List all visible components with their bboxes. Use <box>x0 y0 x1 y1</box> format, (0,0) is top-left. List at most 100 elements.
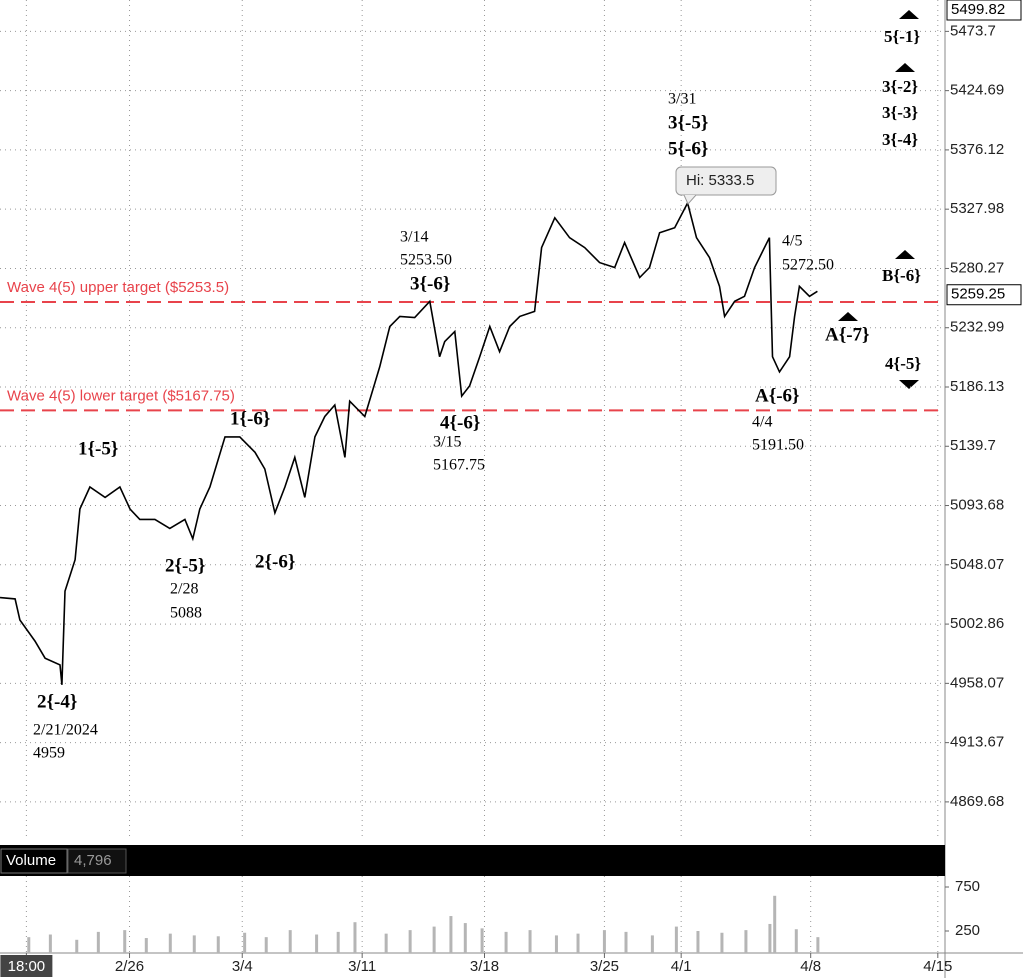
y-tick-label: 5424.69 <box>950 82 1004 99</box>
x-tick-label: 3/18 <box>470 958 499 975</box>
price-marker-box <box>946 284 1022 306</box>
wave-annotation: 3/14 <box>400 229 428 246</box>
volume-bar <box>384 933 388 953</box>
volume-bar <box>463 923 467 953</box>
volume-bar <box>449 916 453 953</box>
y-tick-label: 5048.07 <box>950 556 1004 573</box>
volume-bar <box>168 933 172 953</box>
volume-bar <box>480 928 484 953</box>
volume-bar <box>674 926 678 953</box>
wave-annotation: 3{-6} <box>410 273 450 294</box>
wave-annotation: 5253.50 <box>400 252 452 269</box>
volume-bar <box>744 930 748 953</box>
wave-annotation: 3/31 <box>668 91 696 108</box>
x-tick-label: 3/11 <box>348 958 376 975</box>
y-tick-label: 4958.07 <box>950 674 1004 691</box>
wave-annotation: 3{-5} <box>668 112 708 133</box>
volume-bar <box>554 935 558 953</box>
volume-bar <box>315 934 319 953</box>
volume-bar <box>288 930 292 953</box>
wave-annotation: 2/28 <box>170 581 198 598</box>
wave-annotation: 5088 <box>170 605 202 622</box>
y-tick-label: 5002.86 <box>950 615 1004 632</box>
volume-title: Volume <box>6 852 56 869</box>
volume-bar <box>528 930 532 953</box>
volume-bar <box>768 923 772 953</box>
x-tick-label: 3/25 <box>590 958 619 975</box>
wave-annotation: 4959 <box>33 745 65 762</box>
volume-bar <box>720 932 724 953</box>
volume-bar <box>650 935 654 953</box>
wave-annotation: 5{-6} <box>668 138 708 159</box>
y-tick-label: 5139.7 <box>950 437 996 454</box>
price-marker-box <box>946 0 1022 21</box>
wave-annotation: 2{-6} <box>255 551 295 572</box>
wave-annotation: 3{-2} <box>882 77 918 96</box>
volume-bar <box>408 930 412 953</box>
y-tick-label: 5327.98 <box>950 200 1004 217</box>
volume-bar <box>504 931 508 953</box>
wave-annotation: 3{-3} <box>882 103 918 122</box>
wave-annotation: A{-7} <box>825 324 870 345</box>
x-tick-label: 4/8 <box>800 958 821 975</box>
volume-bar <box>27 937 31 953</box>
wave-annotation: 3{-4} <box>882 130 918 149</box>
x-tick-box <box>0 955 53 977</box>
volume-title-box <box>0 848 68 874</box>
wave-annotation: 3/15 <box>433 434 461 451</box>
volume-value-box <box>67 848 127 874</box>
wave-annotation: 2/21/2024 <box>33 722 98 739</box>
volume-value: 4,796 <box>74 852 112 869</box>
target-label: Wave 4(5) lower target ($5167.75) <box>7 387 235 404</box>
volume-bar <box>48 934 52 953</box>
wave-annotation: 5191.50 <box>752 437 804 454</box>
volume-bar <box>602 930 606 953</box>
up-triangle <box>899 10 919 19</box>
price-plot <box>0 0 945 840</box>
volume-bar <box>192 935 196 953</box>
y-tick-label: 5473.7 <box>950 22 996 39</box>
volume-bar <box>773 895 777 953</box>
y-tick-label: 750 <box>955 878 980 895</box>
price-marker-label: 5259.25 <box>951 286 1005 303</box>
wave-markers <box>838 10 919 389</box>
volume-bar <box>96 931 100 953</box>
wave-annotation: 5167.75 <box>433 457 485 474</box>
volume-bar <box>353 922 357 953</box>
wave-annotation: 1{-5} <box>78 438 118 459</box>
volume-bar <box>624 931 628 953</box>
up-triangle <box>838 312 858 321</box>
y-tick-label: 5232.99 <box>950 319 1004 336</box>
x-tick-label: 2/26 <box>115 958 144 975</box>
wave-annotation: 1{-6} <box>230 408 270 429</box>
up-triangle <box>895 63 915 72</box>
y-tick-label: 5186.13 <box>950 378 1004 395</box>
target-label: Wave 4(5) upper target ($5253.5) <box>7 279 229 296</box>
volume-bar <box>123 930 127 953</box>
volume-bar <box>336 931 340 953</box>
wave-annotation: 4{-6} <box>440 412 480 433</box>
wave-annotation: 5{-1} <box>884 27 920 46</box>
wave-annotation: 2{-5} <box>165 555 205 576</box>
y-tick-label: 5280.27 <box>950 259 1004 276</box>
price-line <box>0 200 818 685</box>
volume-bar <box>432 926 436 953</box>
volume-bar <box>144 938 148 953</box>
wave-annotation: 4{-5} <box>885 354 921 373</box>
high-label: Hi: 5333.5 <box>686 172 754 189</box>
price-marker-label: 5499.82 <box>951 1 1005 18</box>
wave-annotation: 5272.50 <box>782 257 834 274</box>
y-tick-label: 5093.68 <box>950 497 1004 514</box>
up-triangle <box>895 250 915 259</box>
y-tick-label: 5376.12 <box>950 141 1004 158</box>
volume-bar <box>816 937 820 953</box>
high-bubble-pointer <box>683 194 697 205</box>
y-tick-label: 4869.68 <box>950 793 1004 810</box>
wave-annotation: B{-6} <box>882 266 921 285</box>
wave-annotation: 2{-4} <box>37 691 77 712</box>
volume-bar <box>216 936 220 953</box>
volume-bar <box>576 933 580 953</box>
down-triangle <box>899 380 919 389</box>
